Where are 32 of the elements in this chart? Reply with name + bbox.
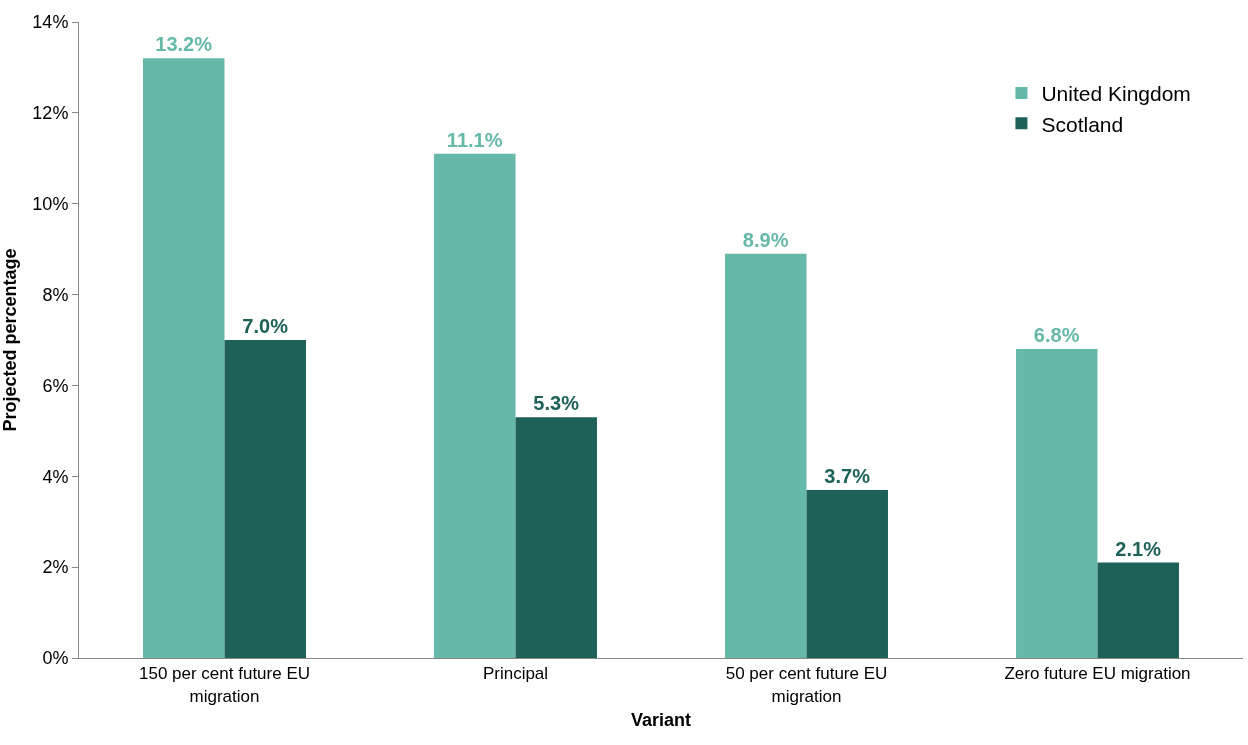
bar	[515, 417, 597, 658]
y-tick-label: 8%	[42, 284, 69, 305]
x-tick-label: Principal	[482, 664, 549, 684]
bar	[725, 253, 807, 658]
data-label: 11.1%	[446, 128, 503, 151]
legend-label: United Kingdom	[1041, 82, 1191, 106]
data-label: 2.1%	[1115, 537, 1162, 560]
bar	[434, 153, 516, 658]
bar	[806, 489, 888, 658]
y-axis-title: Projected percentage	[0, 248, 20, 432]
bar	[1097, 562, 1179, 658]
x-tick-label: Zero future EU migration	[1004, 664, 1191, 684]
y-tick-label: 2%	[42, 557, 69, 578]
y-tick-label: 10%	[32, 194, 69, 215]
data-label: 5.3%	[533, 392, 580, 415]
y-tick-label: 14%	[32, 12, 69, 33]
x-axis-title: Variant	[630, 709, 692, 730]
bar	[1016, 349, 1098, 658]
data-label: 6.8%	[1033, 324, 1080, 347]
y-tick-label: 12%	[32, 103, 69, 124]
data-label: 3.7%	[824, 464, 871, 487]
x-tick-label: 150 per cent future EU migration	[138, 664, 311, 706]
legend-label: Scotland	[1041, 112, 1124, 136]
y-tick-label: 4%	[42, 466, 69, 487]
y-tick-label: 6%	[42, 375, 69, 396]
data-label: 8.9%	[742, 228, 789, 251]
data-label: 13.2%	[155, 33, 213, 56]
x-tick-label: 50 per cent future EU migration	[725, 664, 888, 706]
y-tick-label: 0%	[42, 648, 69, 669]
bar	[224, 340, 306, 658]
data-label: 7.0%	[242, 315, 289, 337]
bar	[143, 58, 225, 658]
